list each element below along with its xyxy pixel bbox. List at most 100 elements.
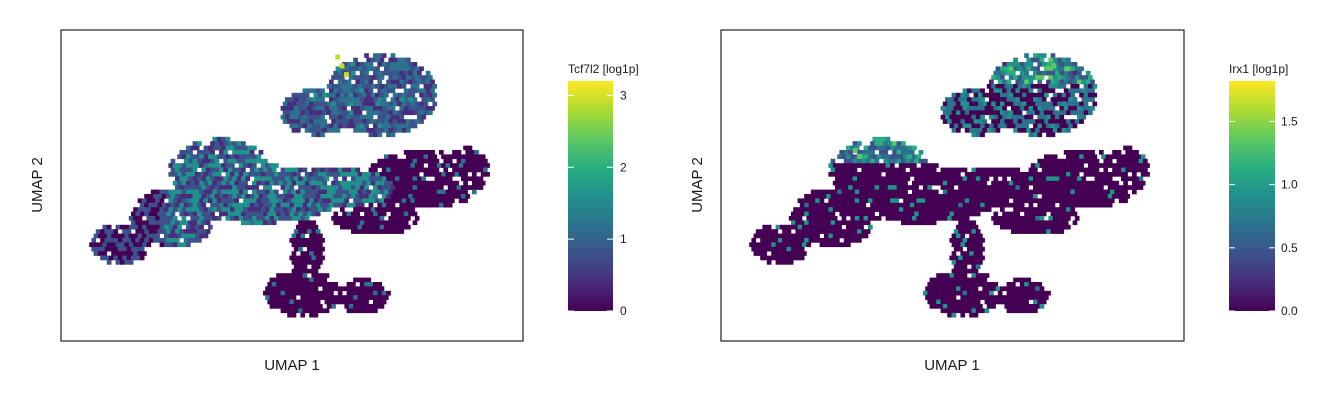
hexbin-cell bbox=[852, 211, 858, 217]
hexbin-cell bbox=[1006, 308, 1012, 314]
hexbin-cell bbox=[1046, 158, 1051, 164]
hexbin-cell bbox=[881, 198, 886, 204]
hexbin-cell bbox=[1052, 110, 1058, 116]
hexbin-cell bbox=[868, 172, 873, 177]
hexbin-cell bbox=[1074, 189, 1080, 195]
hexbin-cell bbox=[419, 75, 424, 80]
hexbin-cell bbox=[936, 176, 941, 182]
hexbin-cell bbox=[989, 290, 994, 296]
hexbin-cell bbox=[1057, 57, 1062, 63]
hexbin-cell bbox=[788, 251, 794, 256]
hexbin-cell bbox=[366, 198, 372, 204]
hexbin-cell bbox=[958, 211, 963, 217]
hexbin-cell bbox=[960, 216, 966, 221]
hexbin-cell bbox=[861, 150, 867, 155]
hexbin-cell bbox=[1024, 220, 1029, 226]
hexbin-cell bbox=[969, 119, 974, 124]
hexbin-cell bbox=[1110, 180, 1115, 186]
hexbin-cell bbox=[942, 180, 948, 186]
hexbin-cell bbox=[353, 207, 358, 212]
hexbin-cell bbox=[203, 145, 209, 151]
hexbin-cell bbox=[333, 176, 339, 182]
hexbin-cell bbox=[238, 172, 244, 177]
hexbin-cell bbox=[912, 163, 917, 168]
hexbin-cell bbox=[236, 194, 242, 199]
hexbin-cell bbox=[439, 150, 444, 155]
hexbin-cell bbox=[465, 176, 471, 182]
hexbin-cell bbox=[214, 158, 220, 164]
hexbin-cell bbox=[315, 273, 321, 278]
hexbin-cell bbox=[824, 189, 829, 195]
hexbin-cell bbox=[938, 198, 944, 204]
hexbin-cell bbox=[989, 202, 994, 208]
hexbin-cell bbox=[1066, 189, 1071, 195]
hexbin-cell bbox=[447, 158, 453, 164]
hexbin-cell bbox=[863, 207, 869, 212]
hexbin-cell bbox=[964, 277, 970, 283]
hexbin-cell bbox=[956, 198, 961, 204]
hexbin-cell bbox=[386, 290, 391, 296]
hexbin-cell bbox=[942, 207, 948, 212]
hexbin-cell bbox=[964, 92, 970, 98]
hexbin-cell bbox=[1112, 194, 1117, 199]
hexbin-cell bbox=[423, 154, 429, 160]
hexbin-cell bbox=[148, 220, 154, 226]
hexbin-cell bbox=[194, 189, 200, 195]
hexbin-cell bbox=[828, 163, 834, 168]
hexbin-cell bbox=[260, 163, 266, 168]
hexbin-cell bbox=[1015, 176, 1021, 182]
hexbin-cell bbox=[282, 189, 288, 195]
hexbin-cell bbox=[1140, 163, 1146, 168]
hexbin-cell bbox=[791, 255, 796, 261]
hexbin-cell bbox=[830, 194, 836, 199]
hexbin-cell bbox=[401, 216, 407, 221]
hexbin-cell bbox=[375, 128, 380, 133]
hexbin-cell bbox=[846, 172, 851, 177]
hexbin-cell bbox=[399, 167, 405, 173]
hexbin-cell bbox=[265, 189, 270, 195]
hexbin-cell bbox=[428, 110, 433, 116]
hexbin-cell bbox=[428, 75, 433, 80]
hexbin-cell bbox=[1129, 167, 1135, 173]
hexbin-cell bbox=[428, 189, 433, 195]
hexbin-cell bbox=[344, 101, 350, 107]
hexbin-cell bbox=[175, 176, 180, 182]
hexbin-cell bbox=[1022, 198, 1027, 204]
hexbin-cell bbox=[1068, 202, 1073, 208]
hexbin-cell bbox=[177, 198, 182, 204]
hexbin-cell bbox=[1057, 128, 1062, 133]
hexbin-cell bbox=[1066, 110, 1071, 116]
hexbin-cell bbox=[309, 101, 314, 107]
hexbin-cell bbox=[905, 202, 911, 208]
hexbin-cell bbox=[1059, 106, 1065, 111]
hexbin-cell bbox=[293, 273, 299, 278]
hexbin-cell bbox=[947, 180, 952, 186]
hexbin-cell bbox=[942, 119, 948, 124]
hexbin-cell bbox=[1017, 277, 1023, 283]
hexbin-cell bbox=[397, 119, 402, 124]
hexbin-cell bbox=[1099, 150, 1104, 155]
hexbin-cell bbox=[951, 233, 957, 239]
hexbin-cell bbox=[835, 229, 840, 234]
hexbin-cell bbox=[399, 114, 405, 120]
hexbin-cell bbox=[1105, 163, 1111, 168]
hexbin-cell bbox=[929, 163, 935, 168]
hexbin-cell bbox=[1024, 194, 1029, 199]
hexbin-cell bbox=[192, 167, 198, 173]
hexbin-cell bbox=[870, 150, 875, 155]
hexbin-cell bbox=[109, 229, 114, 234]
hexbin-cell bbox=[991, 84, 996, 89]
hexbin-cell bbox=[300, 312, 306, 318]
hexbin-cell bbox=[274, 277, 279, 283]
hexbin-cell bbox=[859, 216, 864, 221]
hexbin-cell bbox=[890, 163, 895, 168]
hexbin-cell bbox=[153, 211, 158, 217]
hexbin-cell bbox=[1081, 97, 1087, 102]
hexbin-cell bbox=[326, 128, 332, 133]
hexbin-cell bbox=[249, 211, 255, 217]
hexbin-cell bbox=[830, 158, 836, 164]
hexbin-cell bbox=[351, 176, 356, 182]
hexbin-cell bbox=[298, 255, 303, 261]
hexbin-cell bbox=[1015, 211, 1021, 217]
